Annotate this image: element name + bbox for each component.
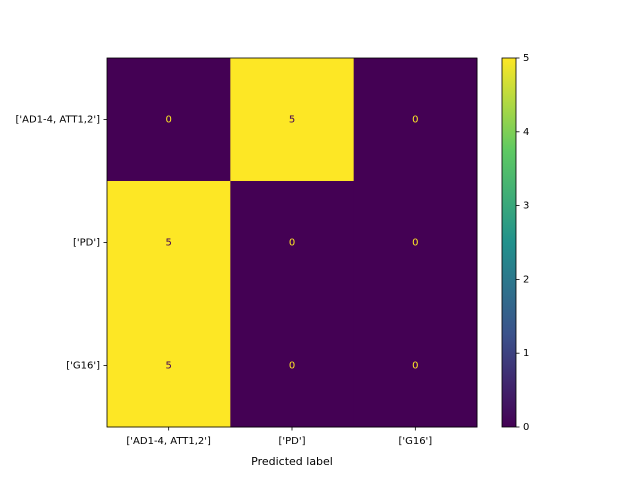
cell-label: 0 xyxy=(412,115,418,126)
colorbar-tick-label: 5 xyxy=(523,53,529,64)
cell-label: 0 xyxy=(289,361,295,372)
x-tick-label: ['G16'] xyxy=(398,436,432,447)
cell xyxy=(230,304,355,428)
cell-label: 0 xyxy=(289,238,295,249)
cell xyxy=(107,181,231,305)
colorbar-tick-label: 4 xyxy=(523,127,529,138)
cell xyxy=(353,181,478,305)
cell-label: 5 xyxy=(165,238,171,249)
colorbar-tick-label: 2 xyxy=(523,274,529,285)
x-tick-label: ['AD1-4, ATT1,2'] xyxy=(126,436,211,447)
x-tick-label: ['PD'] xyxy=(278,436,305,447)
cell-label: 5 xyxy=(165,361,171,372)
colorbar-tick-label: 0 xyxy=(523,422,529,433)
cell xyxy=(353,58,478,182)
y-tick-label: ['G16'] xyxy=(66,361,100,372)
y-tick-label: ['PD'] xyxy=(73,238,100,249)
cell xyxy=(230,181,355,305)
colorbar-tick-label: 3 xyxy=(523,201,529,212)
y-tick-label: ['AD1-4, ATT1,2'] xyxy=(15,115,100,126)
cell xyxy=(107,304,231,428)
cell-label: 0 xyxy=(165,115,171,126)
colorbar-tick-label: 1 xyxy=(523,348,529,359)
cell xyxy=(230,58,355,182)
x-axis-label: Predicted label xyxy=(251,455,333,468)
cell-label: 0 xyxy=(412,238,418,249)
colorbar xyxy=(501,57,517,428)
cell-label: 0 xyxy=(412,361,418,372)
cell-label: 5 xyxy=(289,115,295,126)
cell xyxy=(353,304,478,428)
cell xyxy=(107,58,231,182)
